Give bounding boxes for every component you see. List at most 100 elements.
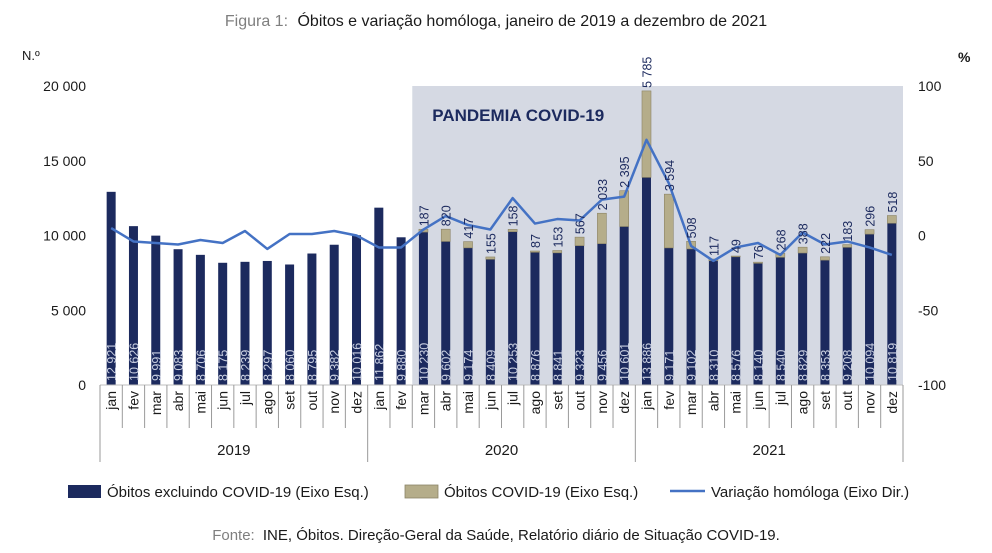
bar-value-label: 8 175: [217, 350, 231, 381]
bar-value-label: 11 862: [373, 344, 387, 381]
bar-value-label: 9 171: [663, 350, 677, 381]
bar-value-label: 8 310: [707, 350, 721, 381]
month-label: set: [282, 391, 298, 410]
legend: Óbitos excluindo COVID-19 (Eixo Esq.) Óbi…: [68, 484, 909, 501]
bar-value-label: 8 409: [484, 350, 498, 381]
covid-value-label: 183: [841, 221, 855, 242]
month-label: nov: [594, 391, 610, 414]
month-label: abr: [438, 391, 454, 412]
x-axis: jan fev mar abr mai jun jul ago set out nov dez jan f…: [99, 384, 904, 462]
bar-non-covid: [641, 177, 651, 385]
bar-covid: [440, 228, 451, 242]
bar-value-label: 9 174: [462, 350, 476, 381]
bar-value-label: 8 706: [194, 350, 208, 381]
bar-value-label: 10 230: [417, 343, 431, 381]
bar-value-label: 10 253: [507, 343, 521, 381]
bar-non-covid: [262, 260, 272, 385]
bar-non-covid: [128, 226, 138, 385]
source-note: Fonte: INE, Óbitos. Direção-Geral da Saú…: [212, 527, 780, 544]
bar-covid: [864, 229, 875, 235]
bar-value-label: 9 456: [596, 350, 610, 381]
covid-value-label: 187: [417, 205, 431, 226]
bar-value-label: 10 094: [864, 343, 878, 381]
bar-non-covid: [285, 264, 295, 385]
month-label: jun: [482, 391, 498, 411]
bar-non-covid: [552, 252, 562, 385]
bar-non-covid: [820, 260, 830, 385]
month-label: nov: [326, 391, 342, 414]
bar-covid: [753, 261, 763, 264]
month-label: ago: [527, 391, 543, 415]
covid-value-label: 87: [529, 234, 543, 248]
y-right-tick-label: -100: [918, 377, 946, 393]
month-label: jan: [103, 391, 119, 411]
month-label: set: [549, 391, 565, 410]
bar-non-covid: [463, 247, 473, 385]
bar-labels: 12 921 10 626 9 991 9 083 8 706 8 175 8 239 8 2…: [105, 57, 900, 381]
bar-value-label: 8 876: [529, 350, 543, 381]
month-label: ago: [795, 391, 811, 415]
month-label: mai: [728, 391, 744, 414]
y-left-tick-label: 20 000: [43, 78, 86, 94]
month-label: jun: [750, 391, 766, 411]
month-label: jan: [638, 391, 654, 411]
covid-value-label: 2 033: [596, 179, 610, 210]
covid-value-label: 117: [707, 236, 721, 256]
covid-value-label: 155: [484, 233, 498, 254]
bar-non-covid: [619, 226, 629, 385]
y-left-tick-label: 10 000: [43, 228, 86, 244]
bar-covid: [619, 190, 629, 227]
covid-value-label: 388: [797, 223, 811, 244]
bar-value-label: 12 921: [105, 343, 119, 381]
bar-value-label: 13 886: [640, 343, 654, 381]
source-text: INE, Óbitos. Direção-Geral da Saúde, Rel…: [263, 527, 780, 544]
source-label: Fonte:: [212, 527, 255, 544]
bar-non-covid: [418, 232, 428, 385]
legend-swatch-non-covid: [68, 485, 101, 498]
bar-covid: [597, 212, 607, 244]
figure-caption: Óbitos e variação homóloga, janeiro de 2…: [297, 11, 767, 30]
month-label: fev: [393, 391, 409, 410]
bar-non-covid: [396, 237, 406, 385]
bar-value-label: 10 626: [127, 343, 141, 381]
month-label: out: [839, 391, 855, 411]
covid-value-label: 508: [685, 217, 699, 238]
month-label: out: [572, 391, 588, 411]
bar-value-label: 10 819: [886, 343, 900, 381]
month-label: jul: [772, 391, 788, 406]
bar-value-label: 10 601: [618, 343, 632, 381]
bar-value-label: 9 991: [150, 350, 164, 381]
bar-non-covid: [441, 241, 451, 385]
bar-value-label: 8 576: [730, 350, 744, 381]
bars: [106, 90, 897, 385]
year-label: 2021: [752, 442, 785, 459]
bar-covid: [842, 244, 853, 248]
bar-non-covid: [106, 191, 116, 385]
bar-non-covid: [352, 235, 362, 385]
bar-covid: [530, 250, 540, 253]
month-label: jul: [505, 391, 521, 406]
y-right-ticks: -100 -50 0 50 100: [918, 78, 946, 393]
bar-covid: [463, 241, 473, 249]
covid-value-label: 222: [819, 233, 833, 254]
bar-covid: [663, 193, 674, 249]
bar-non-covid: [374, 207, 384, 385]
bar-non-covid: [530, 252, 540, 385]
y-left-ticks: 0 5 000 10 000 15 000 20 000: [43, 78, 86, 393]
y-right-tick-label: 100: [918, 78, 942, 94]
bar-covid: [820, 256, 830, 261]
bar-value-label: 8 353: [819, 350, 833, 381]
covid-value-label: 417: [462, 218, 476, 239]
covid-value-label: 76: [752, 245, 766, 259]
bar-non-covid: [173, 249, 183, 385]
bar-non-covid: [508, 231, 518, 385]
bar-covid: [552, 250, 563, 254]
month-label: dez: [349, 391, 365, 414]
month-label: nov: [862, 391, 878, 414]
covid-value-label: 3 594: [663, 160, 677, 191]
y-right-tick-label: 0: [918, 228, 926, 244]
bar-value-label: 8 060: [284, 350, 298, 381]
covid-value-label: 296: [864, 206, 878, 227]
month-label: jun: [215, 391, 231, 411]
bar-non-covid: [842, 247, 852, 385]
